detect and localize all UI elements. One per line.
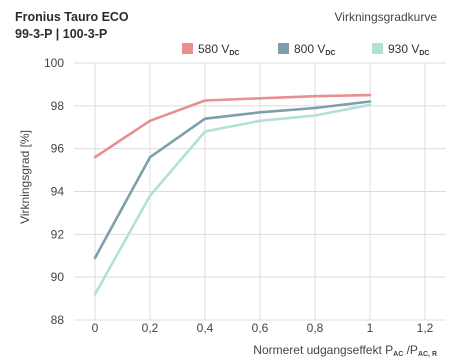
y-tick-label: 98 bbox=[51, 99, 65, 113]
legend-item-1: 580 VDC bbox=[182, 42, 239, 57]
y-tick-label: 94 bbox=[51, 185, 65, 199]
legend-swatch bbox=[278, 43, 289, 54]
series-line-3 bbox=[93, 103, 372, 296]
x-tick-label: 0 bbox=[92, 321, 99, 335]
legend-swatch bbox=[372, 43, 383, 54]
x-axis-label-sub1: AC bbox=[393, 351, 403, 358]
x-tick-label: 0,8 bbox=[307, 321, 324, 335]
x-axis-label: Normeret udgangseffekt PAC /PAC, R bbox=[253, 343, 437, 358]
legend-label: 800 VDC bbox=[294, 42, 335, 57]
x-tick-label: 1 bbox=[367, 321, 374, 335]
y-tick-label: 88 bbox=[51, 313, 65, 327]
series-group bbox=[93, 93, 372, 296]
x-axis-label-mid: /P bbox=[403, 343, 418, 357]
series-line-2 bbox=[93, 100, 372, 260]
legend-item-3: 930 VDC bbox=[372, 42, 429, 57]
y-tick-label: 92 bbox=[51, 227, 65, 241]
x-tick-label: 0,2 bbox=[142, 321, 159, 335]
y-axis-ticks: 88 90 92 94 96 98 100 bbox=[44, 56, 64, 327]
legend-item-2: 800 VDC bbox=[278, 42, 335, 57]
legend: 580 VDC 800 VDC 930 VDC bbox=[182, 42, 429, 57]
chart-title-line1: Fronius Tauro ECO bbox=[15, 10, 129, 24]
x-axis-label-main: Normeret udgangseffekt P bbox=[253, 343, 393, 357]
y-tick-label: 100 bbox=[44, 56, 64, 70]
chart-subtitle: Virkningsgradkurve bbox=[335, 10, 438, 24]
legend-swatch bbox=[182, 43, 193, 54]
x-tick-label: 0,4 bbox=[197, 321, 214, 335]
y-tick-label: 90 bbox=[51, 270, 65, 284]
x-axis-ticks: 0 0,2 0,4 0,6 0,8 1 1,2 bbox=[92, 321, 434, 335]
y-axis-label: Virkningsgrad [%] bbox=[18, 130, 32, 224]
x-tick-label: 0,6 bbox=[252, 321, 269, 335]
chart-title-line2: 99-3-P | 100-3-P bbox=[15, 27, 107, 41]
series-line-1 bbox=[93, 93, 372, 159]
legend-label: 580 VDC bbox=[198, 42, 239, 57]
x-tick-label: 1,2 bbox=[417, 321, 434, 335]
legend-label: 930 VDC bbox=[388, 42, 429, 57]
x-axis-label-sub2: AC, R bbox=[418, 351, 437, 358]
y-tick-label: 96 bbox=[51, 142, 65, 156]
gridlines bbox=[74, 62, 446, 321]
